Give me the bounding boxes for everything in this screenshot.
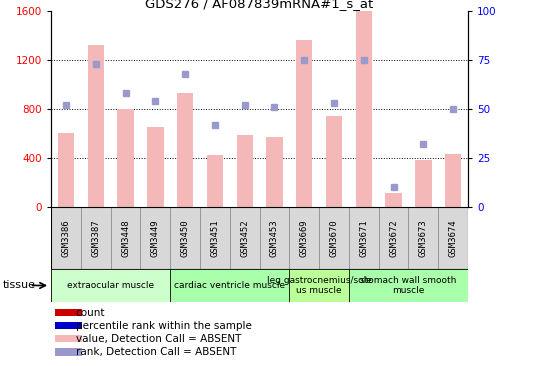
Bar — [55, 322, 82, 329]
Bar — [349, 207, 379, 269]
Bar — [438, 207, 468, 269]
Text: percentile rank within the sample: percentile rank within the sample — [75, 321, 251, 331]
Bar — [408, 207, 438, 269]
Bar — [140, 207, 170, 269]
Bar — [58, 133, 74, 207]
Bar — [266, 137, 282, 207]
Text: GSM3450: GSM3450 — [181, 219, 189, 257]
Bar — [81, 207, 111, 269]
Text: GSM3674: GSM3674 — [449, 219, 458, 257]
Bar — [230, 207, 259, 269]
Text: count: count — [75, 308, 105, 318]
Bar — [356, 11, 372, 207]
Bar — [349, 269, 468, 302]
Text: GSM3449: GSM3449 — [151, 219, 160, 257]
Bar — [117, 109, 134, 207]
Title: GDS276 / AF087839mRNA#1_s_at: GDS276 / AF087839mRNA#1_s_at — [145, 0, 374, 10]
Text: cardiac ventricle muscle: cardiac ventricle muscle — [174, 281, 285, 290]
Bar — [147, 127, 164, 207]
Bar — [55, 309, 82, 317]
Bar — [379, 207, 408, 269]
Text: rank, Detection Call = ABSENT: rank, Detection Call = ABSENT — [75, 347, 236, 357]
Bar — [55, 348, 82, 355]
Text: GSM3672: GSM3672 — [389, 219, 398, 257]
Text: value, Detection Call = ABSENT: value, Detection Call = ABSENT — [75, 334, 241, 344]
Text: GSM3670: GSM3670 — [330, 219, 338, 257]
Text: GSM3452: GSM3452 — [240, 219, 249, 257]
Bar — [319, 207, 349, 269]
Text: GSM3451: GSM3451 — [210, 219, 220, 257]
Bar — [51, 207, 81, 269]
Text: leg gastrocnemius/sole
us muscle: leg gastrocnemius/sole us muscle — [267, 276, 372, 295]
Bar — [415, 160, 431, 207]
Bar — [385, 193, 402, 207]
Text: stomach wall smooth
muscle: stomach wall smooth muscle — [360, 276, 457, 295]
Bar — [207, 156, 223, 207]
Text: GSM3387: GSM3387 — [91, 219, 100, 257]
Text: GSM3673: GSM3673 — [419, 219, 428, 257]
Bar — [289, 269, 349, 302]
Bar — [88, 45, 104, 207]
Bar — [259, 207, 289, 269]
Bar — [289, 207, 319, 269]
Bar — [445, 154, 462, 207]
Text: GSM3669: GSM3669 — [300, 219, 309, 257]
Bar — [200, 207, 230, 269]
Bar — [55, 335, 82, 343]
Text: extraocular muscle: extraocular muscle — [67, 281, 154, 290]
Bar — [111, 207, 140, 269]
Bar — [51, 269, 170, 302]
Bar — [237, 135, 253, 207]
Text: GSM3448: GSM3448 — [121, 219, 130, 257]
Bar — [170, 269, 289, 302]
Bar — [170, 207, 200, 269]
Bar — [296, 40, 313, 207]
Bar — [326, 116, 342, 207]
Text: GSM3386: GSM3386 — [61, 219, 70, 257]
Text: GSM3453: GSM3453 — [270, 219, 279, 257]
Text: tissue: tissue — [3, 280, 36, 291]
Bar — [177, 93, 193, 207]
Text: GSM3671: GSM3671 — [359, 219, 369, 257]
